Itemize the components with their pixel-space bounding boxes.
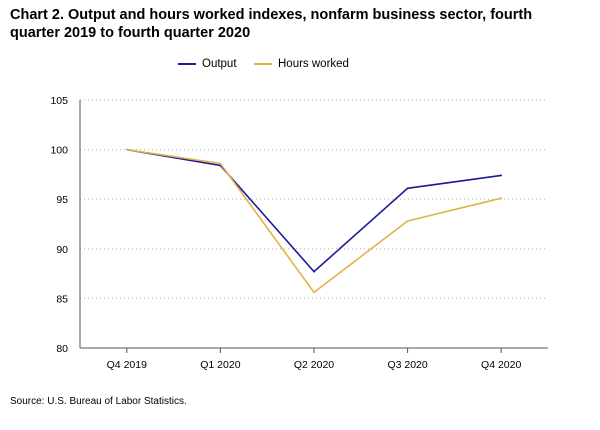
data-point-hours-worked-0 xyxy=(125,148,128,151)
data-point-output-4 xyxy=(500,174,503,177)
data-point-output-2 xyxy=(313,270,315,273)
x-tick-label-1: Q1 2020 xyxy=(200,359,240,371)
y-tick-label-85: 85 xyxy=(56,293,68,305)
chart-title: Chart 2. Output and hours worked indexes… xyxy=(10,7,533,41)
legend-swatch-output xyxy=(178,63,196,65)
legend-label-hours-worked: Hours worked xyxy=(278,58,349,70)
legend-label-output: Output xyxy=(202,58,237,70)
data-point-output-3 xyxy=(406,187,409,190)
legend-item-hours-worked: Hours worked xyxy=(254,56,349,72)
x-tick-label-2: Q2 2020 xyxy=(294,359,334,371)
data-point-hours-worked-4 xyxy=(500,197,503,200)
y-tick-label-100: 100 xyxy=(50,145,68,157)
x-tick-label-3: Q3 2020 xyxy=(387,359,427,371)
y-tick-label-95: 95 xyxy=(56,194,68,206)
data-point-hours-worked-3 xyxy=(406,220,409,222)
x-tick-label-0: Q4 2019 xyxy=(107,359,147,371)
legend-item-output: Output xyxy=(178,56,237,72)
data-point-hours-worked-1 xyxy=(219,162,222,165)
y-tick-label-105: 105 xyxy=(50,95,68,107)
legend: Output Hours worked xyxy=(0,56,600,72)
x-tick-label-4: Q4 2020 xyxy=(481,359,521,371)
data-point-hours-worked-2 xyxy=(313,291,315,294)
y-tick-label-80: 80 xyxy=(56,343,68,355)
y-tick-label-90: 90 xyxy=(56,244,68,256)
legend-swatch-hours-worked xyxy=(254,63,272,65)
source-note: Source: U.S. Bureau of Labor Statistics. xyxy=(10,396,187,407)
series-line-output xyxy=(126,148,502,273)
